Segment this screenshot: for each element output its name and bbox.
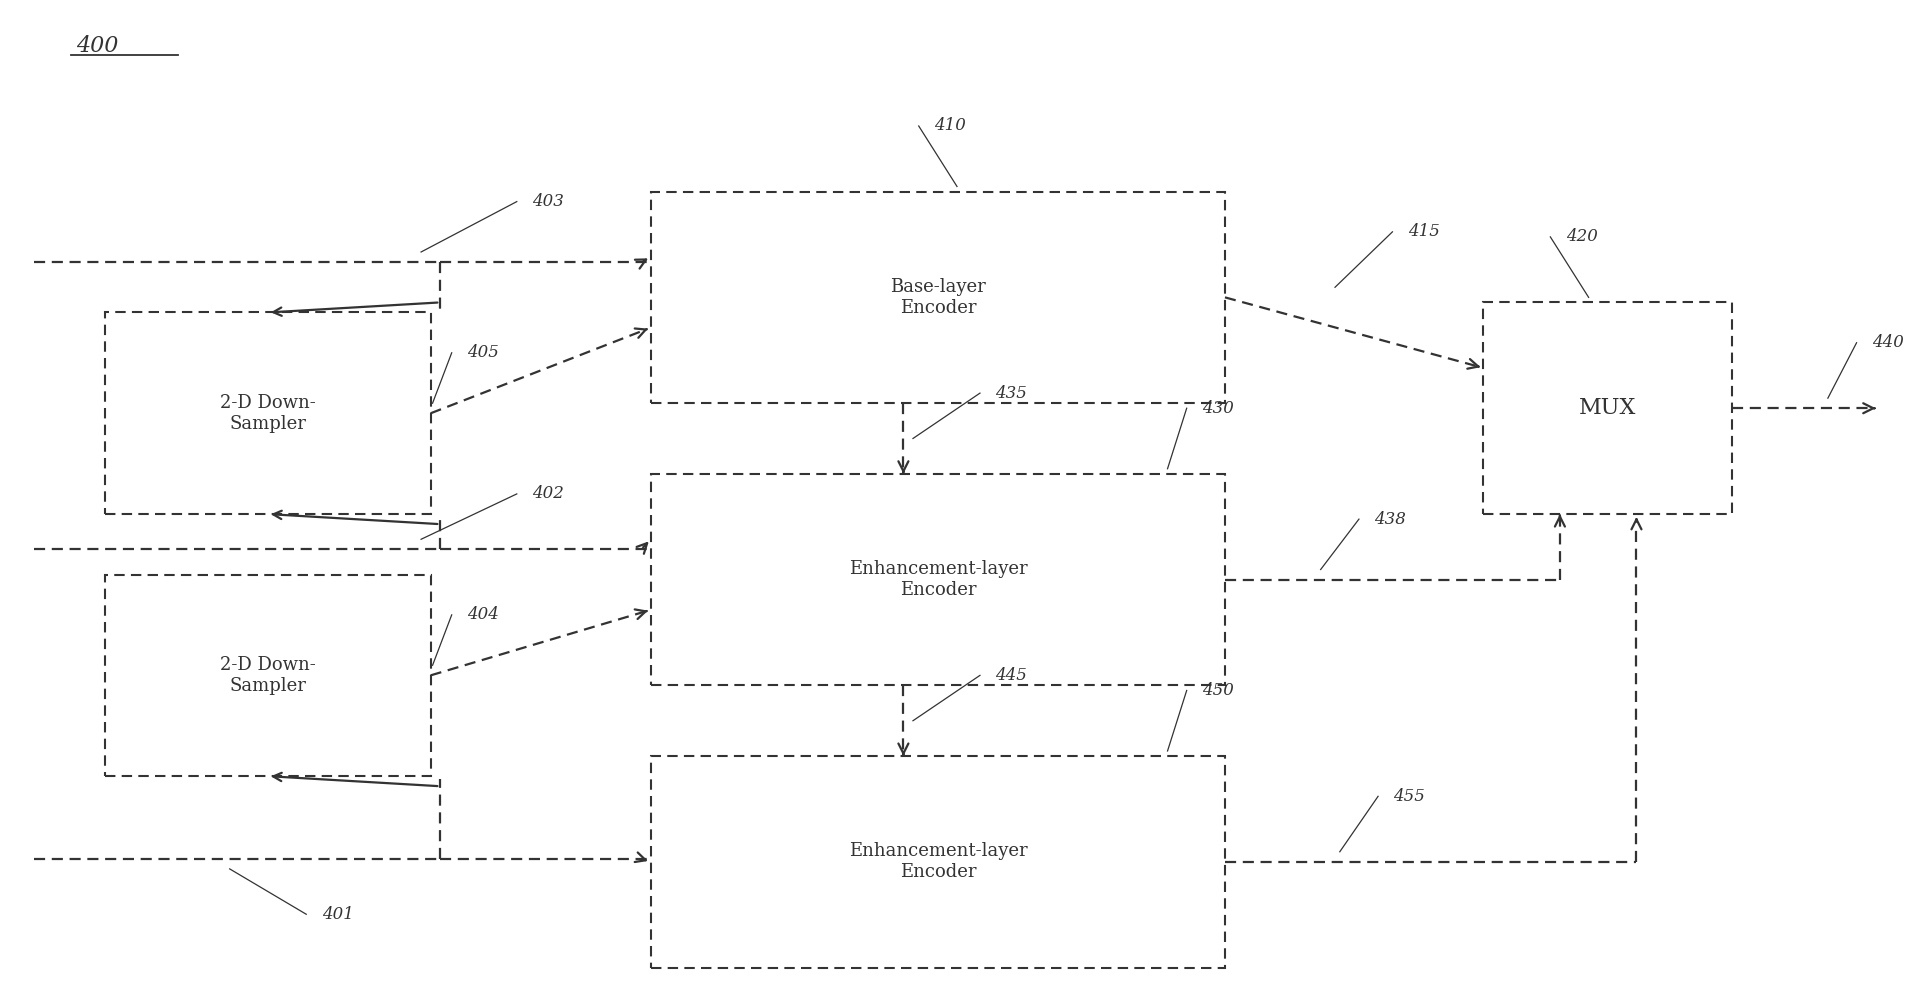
FancyBboxPatch shape bbox=[651, 756, 1225, 968]
FancyBboxPatch shape bbox=[651, 192, 1225, 403]
Text: 445: 445 bbox=[995, 667, 1028, 683]
FancyBboxPatch shape bbox=[1483, 302, 1732, 514]
FancyBboxPatch shape bbox=[105, 312, 431, 514]
Text: 410: 410 bbox=[934, 118, 967, 134]
Text: 2-D Down-
Sampler: 2-D Down- Sampler bbox=[220, 394, 316, 432]
Text: Base-layer
Encoder: Base-layer Encoder bbox=[890, 278, 986, 317]
Text: 440: 440 bbox=[1872, 335, 1904, 351]
Text: 403: 403 bbox=[532, 194, 565, 210]
Text: Enhancement-layer
Encoder: Enhancement-layer Encoder bbox=[848, 560, 1028, 599]
Text: 404: 404 bbox=[467, 607, 500, 623]
Text: Enhancement-layer
Encoder: Enhancement-layer Encoder bbox=[848, 843, 1028, 881]
Text: 435: 435 bbox=[995, 385, 1028, 401]
Text: 450: 450 bbox=[1202, 682, 1235, 699]
Text: MUX: MUX bbox=[1579, 397, 1636, 419]
Text: 438: 438 bbox=[1374, 511, 1407, 527]
Text: 455: 455 bbox=[1393, 788, 1426, 804]
Text: 430: 430 bbox=[1202, 400, 1235, 416]
Text: 2-D Down-
Sampler: 2-D Down- Sampler bbox=[220, 656, 316, 695]
Text: 405: 405 bbox=[467, 345, 500, 361]
Text: 420: 420 bbox=[1566, 229, 1598, 245]
Text: 401: 401 bbox=[322, 906, 354, 922]
Text: 400: 400 bbox=[77, 35, 119, 57]
Text: 415: 415 bbox=[1409, 224, 1439, 240]
FancyBboxPatch shape bbox=[105, 575, 431, 776]
Text: 402: 402 bbox=[532, 486, 565, 502]
FancyBboxPatch shape bbox=[651, 474, 1225, 685]
